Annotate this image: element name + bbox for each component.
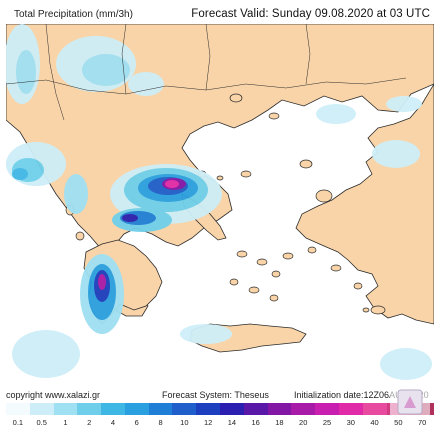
forecast-system-label: Forecast System: Theseus bbox=[162, 390, 269, 400]
initialization-label: Initialization date:12Z06AUG2020 bbox=[294, 390, 429, 400]
legend-tick-label: 0.1 bbox=[12, 418, 24, 427]
legend-tick-label: 16 bbox=[251, 418, 260, 427]
legend-tick-label: 18 bbox=[275, 418, 284, 427]
legend-tick-label: 30 bbox=[346, 418, 355, 427]
legend-tick-label: 6 bbox=[134, 418, 139, 427]
map-canvas bbox=[6, 24, 434, 387]
precipitation-overlay bbox=[6, 24, 432, 380]
legend-tick-label: 10 bbox=[180, 418, 189, 427]
legend-swatch bbox=[172, 403, 197, 415]
legend-swatch bbox=[101, 403, 125, 415]
copyright-label: copyright www.xalazi.gr bbox=[6, 390, 101, 400]
legend-swatch bbox=[53, 403, 78, 415]
legend-tick-label: 40 bbox=[370, 418, 379, 427]
legend-swatch bbox=[315, 403, 339, 415]
legend-tick-label: 2 bbox=[87, 418, 92, 427]
legend-tick-label: 70 bbox=[417, 418, 427, 427]
legend-swatch bbox=[6, 403, 30, 415]
legend-tick-label: 8 bbox=[158, 418, 163, 427]
legend-tick-label: 4 bbox=[110, 418, 116, 427]
legend-tick-label: 20 bbox=[299, 418, 308, 427]
legend-tick-label: 14 bbox=[227, 418, 237, 427]
legend-swatch bbox=[220, 403, 244, 415]
aegean-islands bbox=[65, 93, 386, 315]
forecast-valid-label: Forecast Valid: Sunday 09.08.2020 at 03 … bbox=[191, 8, 430, 20]
footer: copyright www.xalazi.gr Forecast System:… bbox=[6, 388, 434, 402]
legend-swatch bbox=[196, 403, 221, 415]
logo-badge bbox=[390, 384, 430, 420]
legend-tick-label: 0.5 bbox=[36, 418, 47, 427]
legend-swatch bbox=[362, 403, 387, 415]
legend-tick-label: 25 bbox=[322, 418, 332, 427]
legend-swatch bbox=[124, 403, 149, 415]
legend-swatch bbox=[243, 403, 268, 415]
color-legend bbox=[6, 403, 435, 415]
legend-swatch bbox=[291, 403, 316, 415]
legend-swatch bbox=[77, 403, 102, 415]
map-title: Total Precipitation (mm/3h) bbox=[14, 9, 133, 20]
legend-tick-label: 1 bbox=[63, 418, 68, 427]
legend-tick-label: 50 bbox=[394, 418, 403, 427]
legend-tick-label: 12 bbox=[203, 418, 213, 427]
legend-swatch bbox=[338, 403, 363, 415]
legend-ticks: 0.1 0.5 1 2 4 6 8 10 12 14 16 18 20 25 30 40 50 70 bbox=[6, 418, 434, 430]
legend-swatch bbox=[148, 403, 173, 415]
precipitation-map bbox=[6, 24, 434, 387]
legend-swatch bbox=[29, 403, 54, 415]
legend-swatch bbox=[267, 403, 292, 415]
country-borders bbox=[6, 24, 407, 121]
header: Total Precipitation (mm/3h) Forecast Val… bbox=[6, 6, 434, 24]
